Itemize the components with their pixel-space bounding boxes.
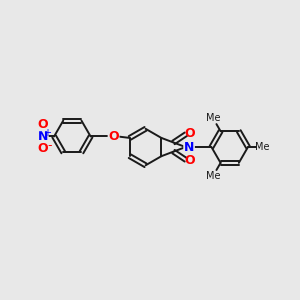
Text: Me: Me — [206, 113, 220, 124]
Text: +: + — [43, 128, 51, 138]
Text: Me: Me — [255, 142, 270, 152]
Text: O: O — [184, 154, 195, 167]
Text: -: - — [47, 140, 52, 152]
Text: N: N — [184, 141, 194, 154]
Text: Me: Me — [206, 171, 220, 181]
Text: N: N — [38, 130, 48, 143]
Text: O: O — [184, 127, 195, 140]
Text: O: O — [108, 130, 119, 143]
Text: O: O — [38, 142, 48, 155]
Text: O: O — [38, 118, 48, 130]
